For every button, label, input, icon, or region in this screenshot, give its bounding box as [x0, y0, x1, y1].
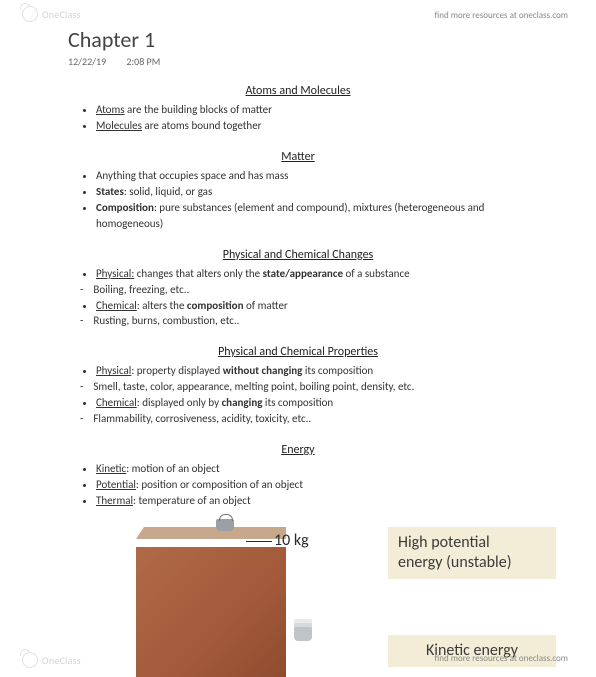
list-props-2: Chemical: displayed only by changing its…: [60, 395, 536, 411]
mass-value: 10 kg: [274, 531, 309, 550]
bold: state/appearance: [263, 267, 343, 280]
list-changes-2: Chemical: alters the composition of matt…: [60, 298, 536, 314]
watermark-top: OneClass: [22, 6, 81, 22]
list-matter: Anything that occupies space and has mas…: [60, 168, 536, 232]
list-item: Physical: changes that alters only the s…: [96, 266, 536, 282]
list-item: Chemical: displayed only by changing its…: [96, 395, 536, 411]
list-item: Thermal: temperature of an object: [96, 493, 536, 509]
watermark-bottom: OneClass: [22, 652, 81, 668]
oneclass-logo-icon: [22, 652, 38, 668]
meta-line: 12/22/19 2:08 PM: [68, 55, 536, 68]
bold: composition: [187, 299, 244, 312]
text: changes that alters only the: [134, 267, 262, 280]
list-props: Physical: property displayed without cha…: [60, 363, 536, 379]
bold: changing: [222, 396, 263, 409]
term: Atoms: [96, 103, 125, 116]
term: Physical: [96, 364, 131, 377]
list-item: Atoms are the building blocks of matter: [96, 102, 536, 118]
text: : solid, liquid, or gas: [124, 185, 212, 198]
text: : displayed only by: [137, 396, 222, 409]
heading-atoms: Atoms and Molecules: [60, 84, 536, 98]
term: Chemical: [96, 396, 137, 409]
list-item: Flammability, corrosiveness, acidity, to…: [80, 411, 536, 427]
text: are atoms bound together: [142, 119, 262, 132]
list-energy: Kinetic: motion of an object Potential: …: [60, 461, 536, 509]
text: : position or composition of an object: [136, 478, 303, 491]
list-item: Smell, taste, color, appearance, melting…: [80, 379, 536, 395]
building-wall: [136, 547, 286, 677]
term: Molecules: [96, 119, 142, 132]
text: High potential: [398, 533, 490, 552]
sublist: Smell, taste, color, appearance, melting…: [60, 379, 536, 395]
sublist: Flammability, corrosiveness, acidity, to…: [60, 411, 536, 427]
heading-props: Physical and Chemical Properties: [60, 345, 536, 359]
bold: without changing: [223, 364, 303, 377]
meta-date: 12/22/19: [68, 55, 106, 68]
heading-changes: Physical and Chemical Changes: [60, 248, 536, 262]
watermark-brand: OneClass: [42, 654, 81, 667]
sublist: Boiling, freezing, etc..: [60, 282, 536, 298]
resources-link-top: find more resources at oneclass.com: [435, 10, 568, 21]
text: are the building blocks of matter: [125, 103, 272, 116]
term: Potential: [96, 478, 136, 491]
term: Kinetic: [96, 462, 126, 475]
potential-energy-label: High potential energy (unstable): [388, 527, 556, 579]
list-item: Composition: pure substances (element an…: [96, 200, 536, 232]
text: energy (unstable): [398, 553, 512, 572]
weight-falling-icon: [294, 627, 312, 641]
term: Physical:: [96, 267, 134, 280]
list-atoms: Atoms are the building blocks of matter …: [60, 102, 536, 134]
mass-label: 10 kg: [246, 531, 309, 550]
meta-time: 2:08 PM: [126, 55, 160, 68]
list-item: Kinetic: motion of an object: [96, 461, 536, 477]
list-item: Rusting, burns, combustion, etc..: [80, 313, 536, 329]
text: of a substance: [343, 267, 410, 280]
sublist: Rusting, burns, combustion, etc..: [60, 313, 536, 329]
watermark-brand: OneClass: [42, 8, 81, 21]
text: : temperature of an object: [133, 494, 251, 507]
heading-matter: Matter: [60, 150, 536, 164]
list-item: States: solid, liquid, or gas: [96, 184, 536, 200]
oneclass-logo-icon: [22, 6, 38, 22]
list-item: Chemical: alters the composition of matt…: [96, 298, 536, 314]
text: : property displayed: [131, 364, 222, 377]
weight-icon: [216, 519, 234, 531]
list-item: Physical: property displayed without cha…: [96, 363, 536, 379]
list-changes: Physical: changes that alters only the s…: [60, 266, 536, 282]
term: States: [96, 185, 124, 198]
text: : alters the: [137, 299, 187, 312]
page-title: Chapter 1: [68, 26, 536, 53]
list-item: Boiling, freezing, etc..: [80, 282, 536, 298]
text: its composition: [262, 396, 333, 409]
text: : motion of an object: [126, 462, 219, 475]
document-page: Chapter 1 12/22/19 2:08 PM Atoms and Mol…: [0, 0, 596, 677]
term: Chemical: [96, 299, 137, 312]
list-item: Potential: position or composition of an…: [96, 477, 536, 493]
term: Composition: [96, 201, 154, 214]
list-item: Anything that occupies space and has mas…: [96, 168, 536, 184]
heading-energy: Energy: [60, 443, 536, 457]
resources-link-bottom: find more resources at oneclass.com: [435, 653, 568, 664]
list-item: Molecules are atoms bound together: [96, 118, 536, 134]
term: Thermal: [96, 494, 133, 507]
text: its composition: [302, 364, 373, 377]
text: : pure substances (element and compound)…: [96, 201, 484, 230]
text: of matter: [244, 299, 288, 312]
